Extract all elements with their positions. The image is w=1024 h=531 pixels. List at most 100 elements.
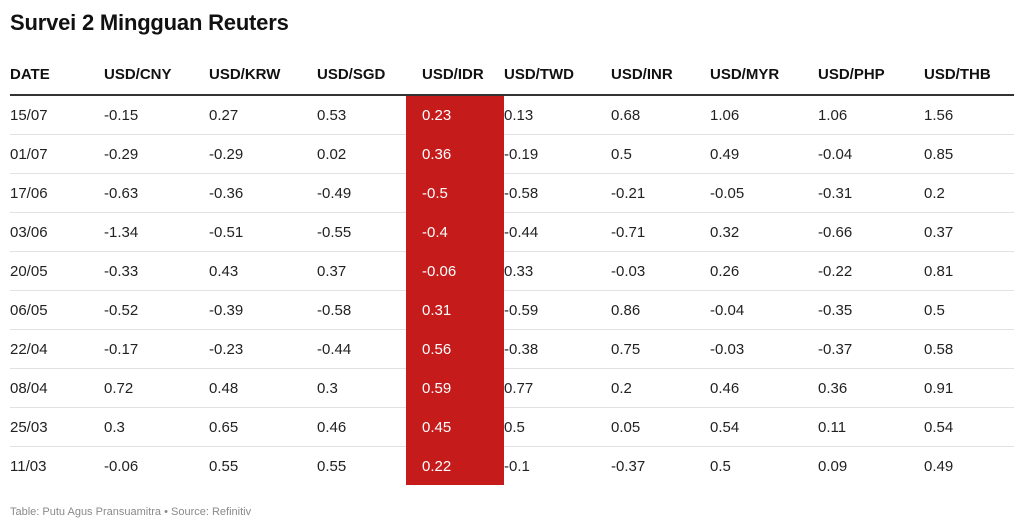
value-cell: 0.26 xyxy=(710,251,818,291)
value-cell: 0.3 xyxy=(317,368,406,408)
value-cell: -0.38 xyxy=(504,329,611,369)
value-cell: -0.06 xyxy=(406,251,504,291)
table-row: 11/03 -0.06 0.55 0.55 0.22 -0.1 -0.37 0.5 0.09 0.… xyxy=(10,446,1014,485)
value-cell: 0.59 xyxy=(406,368,504,408)
value-cell: 1.06 xyxy=(710,95,818,135)
table-row: 22/04 -0.17 -0.23 -0.44 0.56 -0.38 0.75 -0.03 -0… xyxy=(10,329,1014,369)
value-cell: 0.81 xyxy=(924,251,1014,291)
value-cell: 0.2 xyxy=(924,173,1014,213)
table-row: 17/06 -0.63 -0.36 -0.49 -0.5 -0.58 -0.21 -0.05-… xyxy=(10,173,1014,213)
value-cell: 0.32 xyxy=(710,212,818,252)
value-cell: -0.17 xyxy=(104,329,209,369)
value-cell: 0.46 xyxy=(710,368,818,408)
column-header: USD/THB xyxy=(924,55,1014,96)
value-cell: -0.44 xyxy=(317,329,406,369)
value-cell: 0.54 xyxy=(924,407,1014,447)
value-cell: 0.49 xyxy=(924,457,954,475)
value-cell: -0.71 xyxy=(611,212,710,252)
value-cell: 0.36 xyxy=(406,134,504,174)
value-cell: 0.02 xyxy=(317,134,406,174)
date-cell: 17/06 xyxy=(10,173,104,213)
table-row: 15/07 -0.15 0.27 0.53 0.23 0.13 0.68 1.06 1.06 1.… xyxy=(10,95,1014,135)
value-cell: -0.06 xyxy=(104,457,139,475)
value-cell: -0.4 xyxy=(406,212,504,252)
value-cell: -0.5 xyxy=(406,173,504,213)
value-cell: -0.44 xyxy=(504,212,611,252)
value-cell: -0.58 xyxy=(504,173,611,213)
value-cell: -0.63 xyxy=(104,173,209,213)
value-cell: 0.22 xyxy=(406,446,504,485)
column-header: USD/INR xyxy=(611,55,710,96)
value-cell: 0.53 xyxy=(317,95,406,135)
value-cell: 0.27 xyxy=(209,95,317,135)
date-cell: 06/05 xyxy=(10,290,104,330)
table-row: 08/04 0.72 0.48 0.3 0.59 0.77 0.2 0.46 0.36 0.91 xyxy=(10,368,1014,408)
date-cell: 01/07 xyxy=(10,134,104,174)
date-cell: 25/03 xyxy=(10,407,104,447)
value-cell: -0.03 xyxy=(710,329,818,369)
value-cell: 0.3 xyxy=(104,407,209,447)
value-cell: -1.34 xyxy=(104,212,209,252)
value-cell: 0.55 xyxy=(317,457,347,475)
page-title: Survei 2 Mingguan Reuters xyxy=(10,10,289,35)
value-cell: 0.05 xyxy=(611,407,710,447)
value-cell: 0.5 xyxy=(504,407,611,447)
value-cell: -0.19 xyxy=(504,134,611,174)
value-cell: 0.11 xyxy=(818,407,924,447)
value-cell: 0.33 xyxy=(504,251,611,291)
value-cell: 0.5 xyxy=(710,457,731,475)
value-cell: -0.04 xyxy=(818,134,924,174)
value-cell: -0.66 xyxy=(818,212,924,252)
value-cell: -0.03 xyxy=(611,251,710,291)
value-cell: 0.2 xyxy=(611,368,710,408)
value-cell: 0.85 xyxy=(924,134,1014,174)
value-cell: 0.65 xyxy=(209,407,317,447)
value-cell: 0.58 xyxy=(924,329,1014,369)
column-header: USD/MYR xyxy=(710,55,818,96)
value-cell: -0.29 xyxy=(209,134,317,174)
value-cell: -0.1 xyxy=(504,457,530,475)
value-cell: 0.91 xyxy=(924,368,1014,408)
table-row: 20/05 -0.33 0.43 0.37 -0.06 0.33 -0.03 0.26 -0.2… xyxy=(10,251,1014,291)
value-cell: 0.31 xyxy=(406,290,504,330)
value-cell: 0.23 xyxy=(406,95,504,135)
column-header: USD/SGD xyxy=(317,55,406,96)
date-cell: 22/04 xyxy=(10,329,104,369)
value-cell: -0.23 xyxy=(209,329,317,369)
value-cell: 0.09 xyxy=(818,457,848,475)
value-cell: 0.48 xyxy=(209,368,317,408)
value-cell: -0.59 xyxy=(504,290,611,330)
value-cell: 0.54 xyxy=(710,407,818,447)
value-cell: 0.56 xyxy=(406,329,504,369)
value-cell: 0.5 xyxy=(611,134,710,174)
value-cell: -0.05 xyxy=(710,173,818,213)
date-cell: 15/07 xyxy=(10,95,104,135)
date-cell: 03/06 xyxy=(10,212,104,252)
value-cell: 1.06 xyxy=(818,95,924,135)
value-cell: 0.43 xyxy=(209,251,317,291)
value-cell: 0.45 xyxy=(406,407,504,447)
value-cell: -0.58 xyxy=(317,290,406,330)
value-cell: 0.36 xyxy=(818,368,924,408)
value-cell: 0.13 xyxy=(504,95,611,135)
value-cell: -0.35 xyxy=(818,290,924,330)
column-header: USD/KRW xyxy=(209,55,317,96)
value-cell: 0.77 xyxy=(504,368,611,408)
value-cell: -0.49 xyxy=(317,173,406,213)
value-cell: 0.5 xyxy=(924,290,1014,330)
date-cell: 20/05 xyxy=(10,251,104,291)
column-header: USD/CNY xyxy=(104,55,209,96)
value-cell: -0.31 xyxy=(818,173,924,213)
value-cell: -0.22 xyxy=(818,251,924,291)
column-header: USD/TWD xyxy=(504,55,611,96)
table-row: 03/06 -1.34 -0.51 -0.55 -0.4 -0.44 -0.71 0.32 -0… xyxy=(10,212,1014,252)
column-header: USD/IDR xyxy=(406,55,504,96)
value-cell: 1.56 xyxy=(924,95,1014,135)
value-cell: -0.37 xyxy=(818,329,924,369)
value-cell: 0.75 xyxy=(611,329,710,369)
value-cell: 0.37 xyxy=(924,212,1014,252)
value-cell: -0.04 xyxy=(710,290,818,330)
table-row: 01/07 -0.29 -0.29 0.02 0.36 -0.19 0.5 0.49 -0.04… xyxy=(10,134,1014,174)
table-row: 06/05 -0.52 -0.39 -0.58 0.31 -0.59 0.86 -0.04 -0… xyxy=(10,290,1014,330)
value-cell: -0.15 xyxy=(104,95,209,135)
